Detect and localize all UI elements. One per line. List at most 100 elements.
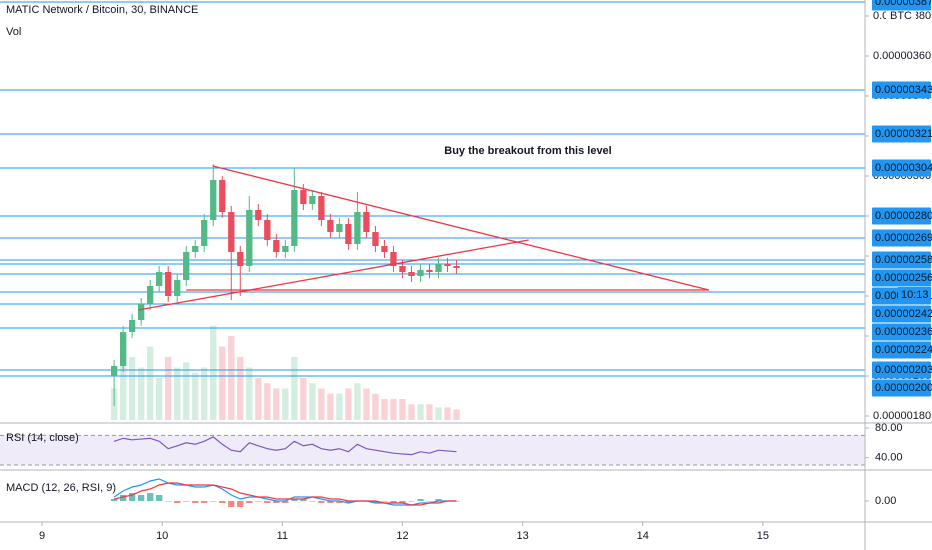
level-label-box (872, 305, 931, 323)
volume-bar (345, 388, 352, 420)
countdown: 10:13 (901, 289, 929, 301)
level-label-box (872, 341, 931, 359)
macd-histogram-bar (327, 501, 334, 503)
macd-histogram-bar (291, 499, 298, 501)
candle-body (453, 266, 460, 268)
candle-body (399, 266, 406, 272)
candle-body (372, 232, 379, 246)
candle-body (390, 252, 397, 266)
candle-body (138, 304, 145, 320)
macd-histogram-bar (246, 501, 253, 503)
candle-body (192, 246, 199, 252)
macd-histogram-bar (309, 501, 316, 502)
volume-bar (237, 357, 244, 420)
level-label-box (872, 323, 931, 341)
macd-histogram-bar (318, 501, 325, 503)
x-tick-label: 12 (396, 530, 408, 542)
macd-histogram-bar (210, 501, 217, 502)
candle-body (174, 280, 181, 296)
level-label: 0.00000236 (875, 326, 932, 338)
candle-body (435, 264, 442, 272)
annotation: Buy the breakout from this level (444, 145, 611, 157)
level-label: 0.00000224 (875, 344, 932, 356)
volume-bar (156, 378, 163, 420)
level-label-box (872, 361, 931, 379)
rsi-title: RSI (14, close) (6, 432, 79, 444)
candle-body (255, 210, 262, 220)
volume-bar (255, 378, 262, 420)
macd-histogram-bar (201, 501, 208, 503)
candle-body (327, 220, 334, 232)
volume-bar (336, 393, 343, 420)
macd-histogram-bar (435, 499, 442, 501)
candle-body (165, 272, 172, 296)
macd-histogram-bar (228, 501, 235, 507)
volume-bar (119, 336, 127, 420)
volume-bar (444, 407, 451, 420)
macd-histogram-bar (110, 499, 118, 501)
level-label: 0.00000280 (875, 210, 932, 222)
macd-histogram-bar (183, 501, 190, 502)
volume-bar (128, 357, 136, 420)
x-tick-label: 15 (757, 530, 769, 542)
level-label-box (872, 0, 931, 11)
candle-body (128, 320, 136, 332)
candle-body (300, 190, 307, 204)
volume-bar (291, 357, 298, 420)
candle-body (264, 220, 271, 240)
volume-bar (300, 378, 307, 420)
candle-body (345, 224, 352, 244)
level-label-box (872, 207, 931, 225)
macd-histogram-bar (417, 499, 424, 501)
macd-histogram-bar (345, 501, 352, 503)
candle-body (246, 210, 253, 266)
y-tick-label: 0.00000360 (873, 50, 931, 62)
candle-body (309, 196, 316, 204)
volume-bar (426, 404, 433, 420)
volume-bar (390, 399, 397, 420)
macd-histogram-bar (426, 501, 433, 502)
level-label: 0.00000343 (875, 84, 932, 96)
level-label: 0.00000387 (875, 0, 932, 8)
candle-body (363, 212, 370, 232)
x-tick-label: 10 (156, 530, 168, 542)
volume-bar (192, 372, 199, 420)
macd-histogram-bar (372, 501, 379, 503)
candle-body (318, 196, 325, 220)
candle-body (219, 180, 226, 212)
level-label: 0.00000304 (875, 162, 932, 174)
macd-histogram-bar (336, 501, 343, 503)
volume-bar (147, 346, 154, 420)
macd-histogram-bar (119, 495, 127, 501)
volume-bar (210, 325, 217, 420)
x-tick-label: 11 (277, 530, 288, 542)
candle-body (183, 252, 190, 280)
macd-histogram-bar (174, 501, 181, 503)
level-label: 0.00000242 (875, 308, 932, 320)
candle-body (336, 224, 343, 232)
macd-histogram-bar (399, 501, 406, 503)
volume-bar (309, 383, 316, 420)
macd-histogram-bar (156, 495, 163, 501)
volume-bar (327, 393, 334, 420)
macd-tick-label: 0.00 (875, 495, 896, 507)
candle-body (210, 180, 217, 220)
macd-histogram-bar (219, 501, 226, 503)
rsi-tick-label: 40.00 (875, 452, 903, 464)
macd-histogram-bar (255, 501, 262, 502)
trendline (212, 165, 709, 291)
volume-bar (174, 367, 181, 420)
signal-line (114, 482, 457, 506)
rsi-tick-label: 80.00 (875, 422, 903, 434)
volume-bar (381, 399, 388, 420)
volume-bar (399, 399, 406, 420)
macd-histogram-bar (147, 493, 154, 501)
volume-bar (354, 383, 361, 420)
macd-histogram-bar (300, 499, 307, 501)
level-label-box (872, 159, 931, 177)
level-label-box (872, 81, 931, 99)
macd-title: MACD (12, 26, RSI, 9) (6, 482, 116, 494)
candle-body (282, 246, 289, 252)
candle-body (408, 272, 415, 276)
